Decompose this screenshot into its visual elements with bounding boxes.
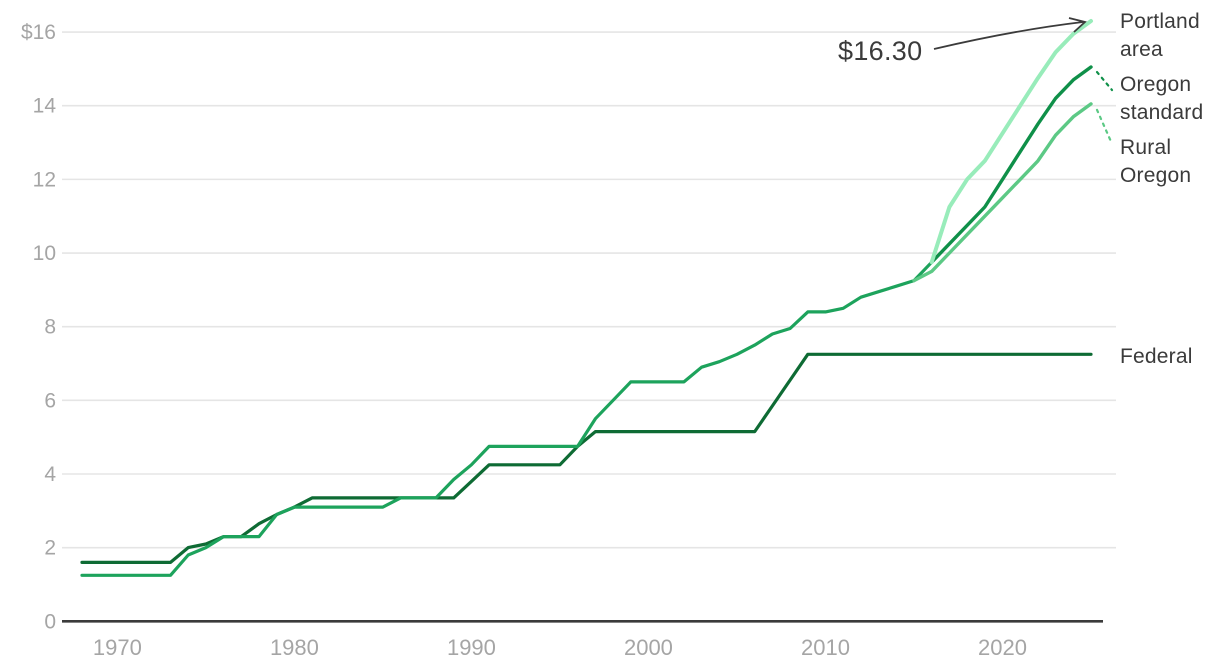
- x-tick-label-1990: 1990: [447, 635, 496, 660]
- x-tick-label-2000: 2000: [624, 635, 673, 660]
- y-tick-label-14: 14: [33, 95, 57, 118]
- series-label-oregon-standard: Oregon standard: [1120, 73, 1204, 124]
- x-tick-label-1980: 1980: [270, 635, 319, 660]
- y-tick-label-4: 4: [44, 463, 56, 486]
- x-tick-label-1970: 1970: [93, 635, 142, 660]
- y-tick-label-10: 10: [33, 242, 56, 265]
- annotation-arrow-head: [1068, 17, 1087, 33]
- line-oregon-historical: [80, 260, 934, 577]
- series-label-federal: Federal: [1120, 345, 1193, 368]
- annotation-arrow-shaft: [933, 21, 1084, 50]
- x-tick-label-2010: 2010: [801, 635, 850, 660]
- y-tick-label-0: 0: [44, 610, 56, 633]
- leader-line-oregon-standard: [1095, 70, 1114, 92]
- y-tick-label-6: 6: [44, 389, 56, 412]
- annotation-value-16-30: $16.30: [838, 36, 923, 66]
- line-rural-oregon: [912, 102, 1093, 283]
- x-tick-label-2020: 2020: [978, 635, 1027, 660]
- series-label-rural-oregon: Rural Oregon: [1120, 136, 1192, 187]
- line-oregon-standard: [930, 65, 1093, 264]
- y-tick-label-2: 2: [44, 537, 56, 560]
- line-portland-area: [929, 19, 1093, 265]
- y-tick-label-12: 12: [33, 168, 56, 191]
- series-label-portland-area: Portland area: [1120, 10, 1200, 61]
- y-tick-label-16: $16: [21, 21, 56, 44]
- leader-line-rural-oregon: [1095, 108, 1114, 145]
- line-federal: [80, 352, 1093, 565]
- y-tick-label-8: 8: [44, 316, 56, 339]
